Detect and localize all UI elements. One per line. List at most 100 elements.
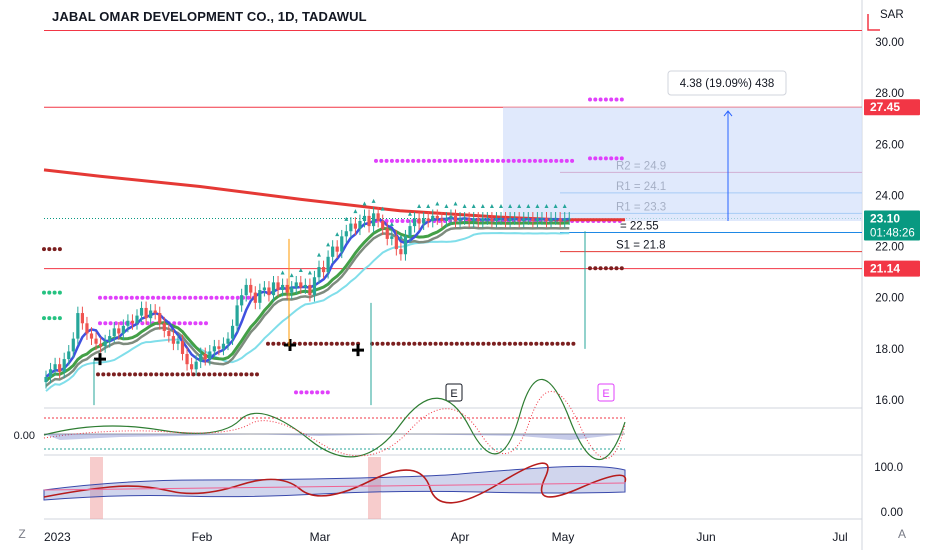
candle-body[interactable] xyxy=(258,290,262,303)
candle-body[interactable] xyxy=(472,218,476,221)
candle-body[interactable] xyxy=(476,218,480,221)
candle-body[interactable] xyxy=(230,325,235,339)
candle-body[interactable] xyxy=(326,256,330,273)
candle-body[interactable] xyxy=(130,320,135,324)
candle-body[interactable] xyxy=(417,218,421,224)
candle-body[interactable] xyxy=(490,218,494,221)
candle-body[interactable] xyxy=(312,277,317,296)
candle-body[interactable] xyxy=(226,338,230,344)
candle-body[interactable] xyxy=(171,336,175,344)
candle-body[interactable] xyxy=(353,223,357,229)
candle-body[interactable] xyxy=(99,343,103,347)
candle-body[interactable] xyxy=(285,284,289,293)
candle-body[interactable] xyxy=(67,351,71,360)
candle-body[interactable] xyxy=(463,218,467,220)
candle-body[interactable] xyxy=(235,305,239,326)
candle-body[interactable] xyxy=(294,282,298,288)
candle-body[interactable] xyxy=(412,218,417,227)
candle-body[interactable] xyxy=(217,346,221,349)
candle-body[interactable] xyxy=(85,323,89,334)
candle-body[interactable] xyxy=(481,218,485,221)
candle-body[interactable] xyxy=(153,310,157,314)
candle-body[interactable] xyxy=(544,218,549,221)
candle-body[interactable] xyxy=(48,369,53,377)
candle-body[interactable] xyxy=(503,218,508,221)
candle-body[interactable] xyxy=(194,361,198,370)
candle-body[interactable] xyxy=(540,218,544,220)
candle-body[interactable] xyxy=(321,267,326,273)
candle-body[interactable] xyxy=(308,284,312,296)
candle-body[interactable] xyxy=(358,221,362,229)
candle-body[interactable] xyxy=(135,315,139,324)
candle-body[interactable] xyxy=(290,287,294,293)
candle-body[interactable] xyxy=(117,328,121,334)
candle-body[interactable] xyxy=(458,218,462,221)
candle-body[interactable] xyxy=(180,341,185,354)
candle-body[interactable] xyxy=(381,221,385,229)
candle-body[interactable] xyxy=(190,364,194,370)
candle-body[interactable] xyxy=(440,218,444,221)
candle-body[interactable] xyxy=(167,330,171,337)
candle-body[interactable] xyxy=(499,218,503,220)
candle-body[interactable] xyxy=(403,236,408,255)
candle-body[interactable] xyxy=(408,226,412,237)
candle-body[interactable] xyxy=(58,364,62,372)
candle-body[interactable] xyxy=(394,236,398,250)
candle-body[interactable] xyxy=(513,218,517,220)
candle-body[interactable] xyxy=(467,218,471,221)
candle-body[interactable] xyxy=(567,218,571,220)
candle-body[interactable] xyxy=(517,218,521,221)
candle-body[interactable] xyxy=(494,218,499,221)
candle-body[interactable] xyxy=(276,282,280,291)
candle-body[interactable] xyxy=(267,287,271,296)
candle-body[interactable] xyxy=(212,346,216,352)
candle-body[interactable] xyxy=(185,353,189,365)
candle-body[interactable] xyxy=(335,246,339,252)
candle-body[interactable] xyxy=(121,325,125,334)
candle-body[interactable] xyxy=(376,213,380,221)
candle-body[interactable] xyxy=(508,218,512,221)
candle-body[interactable] xyxy=(139,307,144,316)
candle-body[interactable] xyxy=(449,215,453,219)
candle-body[interactable] xyxy=(112,328,116,337)
candle-body[interactable] xyxy=(385,228,389,239)
candle-body[interactable] xyxy=(444,218,448,221)
candle-body[interactable] xyxy=(103,341,107,347)
candle-body[interactable] xyxy=(399,249,403,255)
candle-body[interactable] xyxy=(244,284,248,296)
candle-body[interactable] xyxy=(253,292,257,303)
candle-body[interactable] xyxy=(372,213,376,227)
candle-body[interactable] xyxy=(390,236,394,239)
candle-body[interactable] xyxy=(108,336,112,342)
candle-body[interactable] xyxy=(249,284,253,293)
candle-body[interactable] xyxy=(199,353,203,362)
candle-body[interactable] xyxy=(349,223,353,232)
candle-body[interactable] xyxy=(262,287,266,291)
candle-body[interactable] xyxy=(208,351,212,360)
candle-body[interactable] xyxy=(422,218,426,224)
candle-body[interactable] xyxy=(331,246,335,257)
candle-body[interactable] xyxy=(176,341,180,344)
candle-body[interactable] xyxy=(485,218,489,220)
earnings-event-box[interactable] xyxy=(597,383,615,402)
candle-body[interactable] xyxy=(563,218,567,221)
candle-body[interactable] xyxy=(76,313,80,339)
candle-body[interactable] xyxy=(89,333,94,339)
candle-body[interactable] xyxy=(221,343,226,349)
candle-body[interactable] xyxy=(240,295,244,306)
candle-body[interactable] xyxy=(435,215,439,219)
candle-body[interactable] xyxy=(367,215,371,227)
candle-body[interactable] xyxy=(531,218,535,221)
candle-body[interactable] xyxy=(299,282,303,288)
candle-body[interactable] xyxy=(344,231,348,237)
candle-body[interactable] xyxy=(158,313,162,324)
candle-body[interactable] xyxy=(281,284,285,291)
candle-body[interactable] xyxy=(558,218,562,221)
candle-body[interactable] xyxy=(431,215,435,221)
candle-body[interactable] xyxy=(453,215,458,221)
candle-body[interactable] xyxy=(526,218,530,220)
candle-body[interactable] xyxy=(554,218,558,220)
candle-body[interactable] xyxy=(144,307,148,319)
